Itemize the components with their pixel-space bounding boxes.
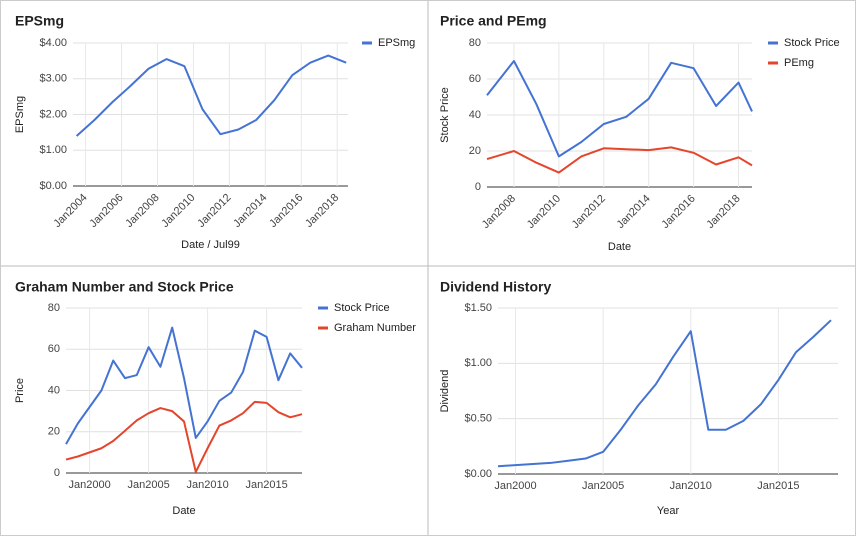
y-tick-label: 60 bbox=[469, 73, 481, 85]
x-tick-label: Jan2015 bbox=[757, 480, 799, 492]
y-axis-title: Dividend bbox=[439, 370, 451, 413]
y-tick-label: 80 bbox=[48, 302, 60, 314]
legend-label: Stock Price bbox=[334, 302, 390, 314]
line-series bbox=[75, 54, 347, 137]
y-tick-label: $3.00 bbox=[39, 73, 67, 85]
chart-title: EPSmg bbox=[15, 13, 64, 29]
x-tick-label: Jan2010 bbox=[186, 479, 228, 491]
x-tick-label: Jan2010 bbox=[670, 480, 712, 492]
y-tick-label: 20 bbox=[48, 426, 60, 438]
x-tick-label: Jan2015 bbox=[245, 479, 287, 491]
x-tick-label: Jan2000 bbox=[68, 479, 110, 491]
chart-title: Dividend History bbox=[440, 279, 551, 295]
y-tick-label: 40 bbox=[48, 384, 60, 396]
legend-label: Stock Price bbox=[784, 37, 840, 49]
y-tick-label: $1.00 bbox=[464, 357, 492, 369]
y-tick-label: $4.00 bbox=[39, 37, 67, 49]
y-tick-label: 60 bbox=[48, 343, 60, 355]
y-tick-label: $0.00 bbox=[39, 180, 67, 192]
y-tick-label: 0 bbox=[54, 467, 60, 479]
line-series bbox=[65, 400, 303, 473]
y-tick-label: 0 bbox=[475, 181, 481, 193]
line-series bbox=[497, 319, 832, 468]
y-tick-label: $2.00 bbox=[39, 108, 67, 120]
chart-title: Price and PEmg bbox=[440, 13, 547, 29]
x-axis-title: Year bbox=[657, 505, 680, 517]
line-series bbox=[486, 60, 753, 158]
y-axis-title: Stock Price bbox=[439, 87, 451, 143]
x-axis-title: Date / Jul99 bbox=[181, 239, 240, 251]
y-tick-label: 20 bbox=[469, 145, 481, 157]
legend-label: Graham Number bbox=[334, 322, 416, 334]
line-series bbox=[65, 326, 303, 445]
y-axis-title: EPSmg bbox=[14, 96, 26, 133]
legend-label: EPSmg bbox=[378, 37, 415, 49]
x-tick-label: Jan2005 bbox=[127, 479, 169, 491]
x-tick-label: Jan2000 bbox=[494, 480, 536, 492]
y-tick-label: $1.50 bbox=[464, 302, 492, 314]
y-tick-label: $0.50 bbox=[464, 413, 492, 425]
x-axis-title: Date bbox=[608, 241, 631, 253]
y-tick-label: 40 bbox=[469, 109, 481, 121]
chart-title: Graham Number and Stock Price bbox=[15, 279, 234, 295]
legend-label: PEmg bbox=[784, 57, 814, 69]
x-tick-label: Jan2005 bbox=[582, 480, 624, 492]
line-series bbox=[486, 146, 753, 174]
x-axis-title: Date bbox=[172, 505, 195, 517]
y-tick-label: 80 bbox=[469, 37, 481, 49]
y-axis-title: Price bbox=[14, 378, 26, 403]
y-tick-label: $0.00 bbox=[464, 468, 492, 480]
y-tick-label: $1.00 bbox=[39, 144, 67, 156]
